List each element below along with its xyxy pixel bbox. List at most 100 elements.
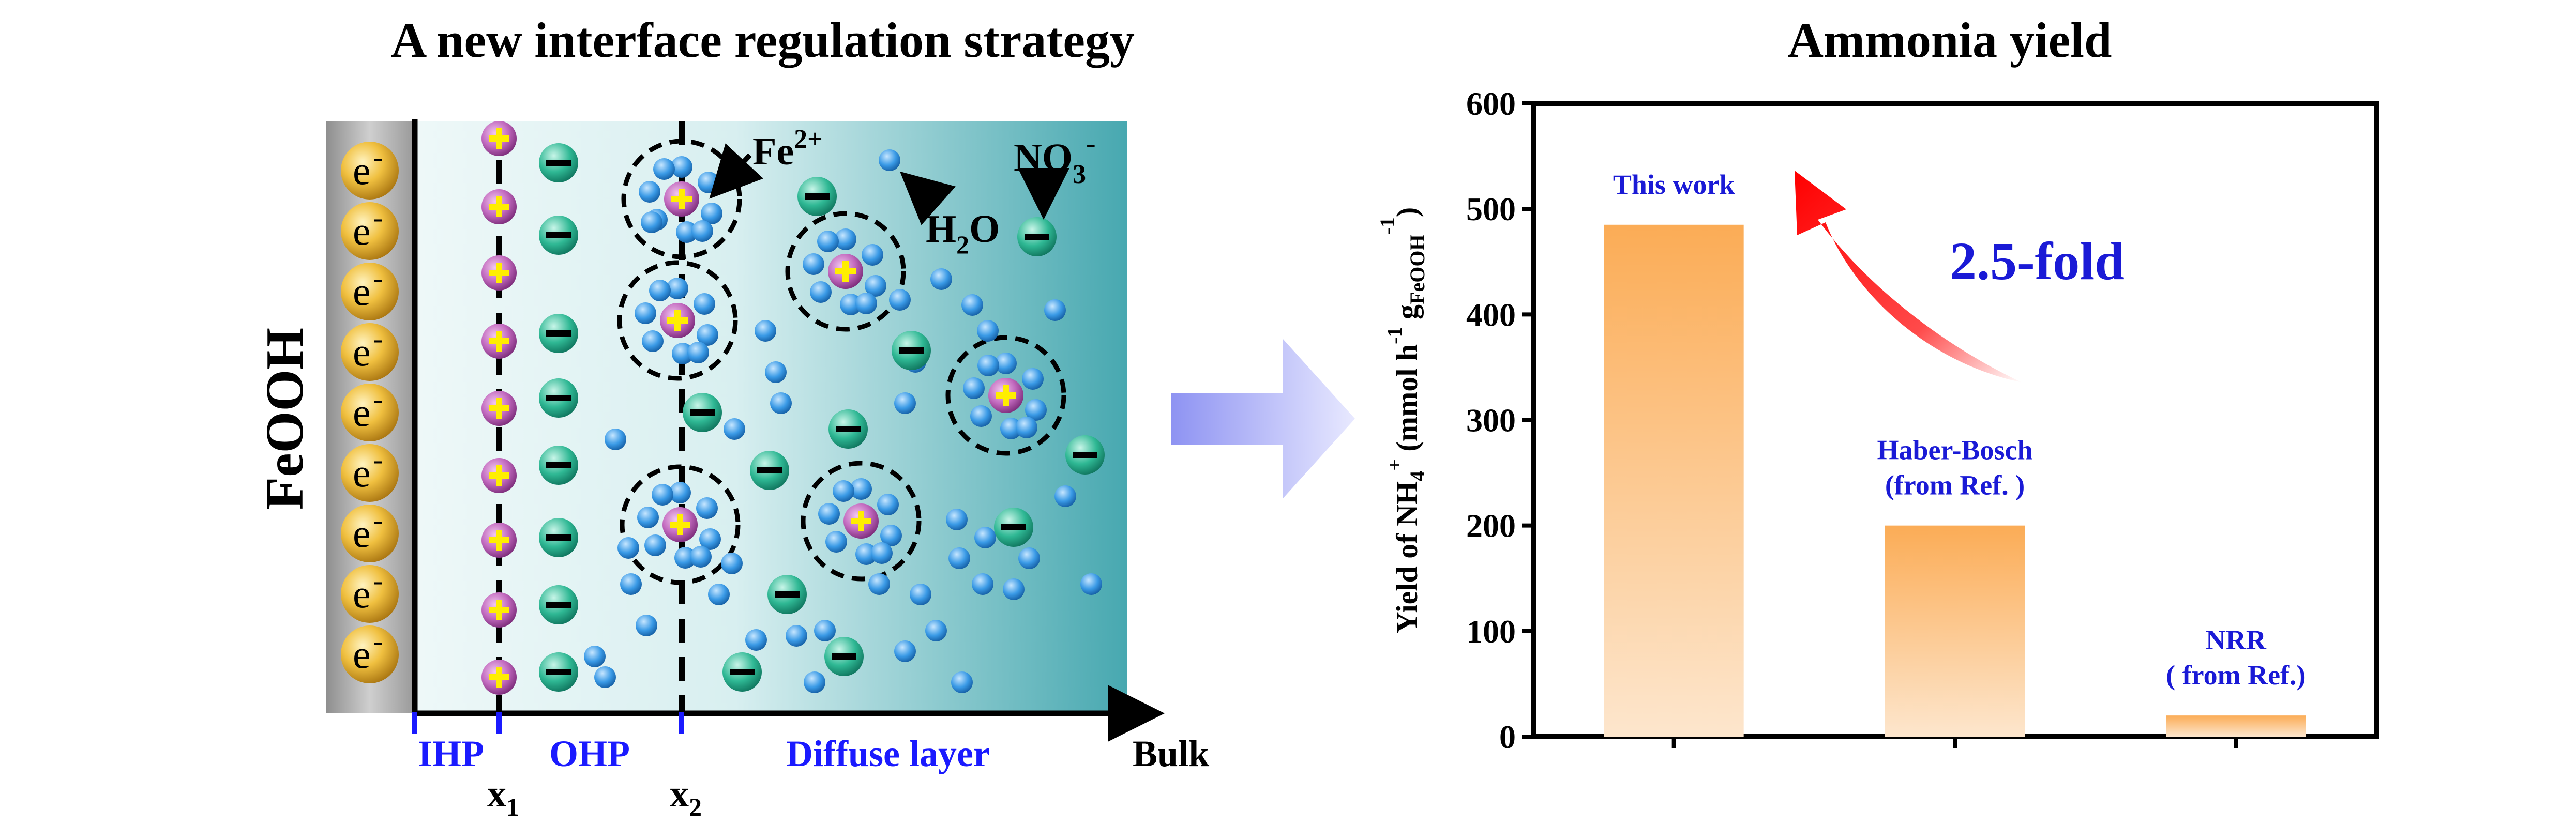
iron-cation <box>843 503 879 539</box>
y-tick-label: 600 <box>1466 85 1516 122</box>
nitrate-anion <box>767 575 807 614</box>
water-pointer <box>900 171 956 225</box>
y-tick-label: 200 <box>1466 508 1516 544</box>
minus-sign <box>775 591 800 598</box>
nitrate-anion <box>994 508 1033 547</box>
chart-title: Ammonia yield <box>1788 12 2112 68</box>
electron-symbol: e <box>353 571 371 616</box>
water-molecule <box>641 211 662 233</box>
water-molecule <box>865 275 886 297</box>
water-molecule <box>972 573 993 595</box>
bar-category-label: (from Ref. ) <box>1885 470 2025 501</box>
nitrate-anion <box>539 378 578 418</box>
iron-cation <box>481 255 517 291</box>
hydration-shell <box>620 464 741 585</box>
electron-charge: - <box>373 263 383 294</box>
electron: e- <box>341 625 399 683</box>
y-axis-label: Yield of NH4+ (mmol h-1 gFeOOH-1) <box>1376 207 1429 633</box>
water-molecule <box>930 268 952 290</box>
water-molecule <box>961 294 983 316</box>
water-molecule <box>1018 547 1040 569</box>
water-molecule <box>1003 578 1025 600</box>
bar-category-label: This work <box>1613 169 1735 200</box>
minus-sign <box>1001 524 1026 530</box>
nitrate-anions <box>539 143 1105 692</box>
hydration-shell <box>785 211 906 332</box>
nitrate-anion <box>539 585 578 624</box>
bar-category-label: ( from Ref.) <box>2166 660 2306 691</box>
electron-symbol: e <box>353 148 371 193</box>
water-molecule <box>765 361 787 383</box>
electron-charge: - <box>373 505 383 536</box>
water-molecule <box>652 484 673 506</box>
x1-label: x1 <box>487 773 519 821</box>
plus-v <box>496 196 502 217</box>
water-molecule <box>946 509 968 530</box>
electron-sphere <box>341 565 399 623</box>
water-molecule <box>649 280 671 301</box>
iron-cation <box>664 181 699 217</box>
water-molecule <box>977 320 999 342</box>
plus-v <box>496 530 502 551</box>
plus-v <box>496 398 502 419</box>
water-molecule <box>817 231 839 252</box>
minus-sign <box>546 602 571 608</box>
plus-v <box>496 331 502 352</box>
nitrate-anion <box>539 314 578 353</box>
water-molecule <box>877 494 899 515</box>
nitrate-anion <box>750 451 789 490</box>
minus-sign <box>546 669 571 675</box>
iron-cation <box>481 121 517 156</box>
nitrate-anion <box>539 518 578 557</box>
y-tick-label: 100 <box>1466 613 1516 650</box>
bar-labels: This work Haber-Bosch (from Ref. ) NRR ( fro… <box>1613 169 2306 691</box>
water-molecule <box>786 625 807 647</box>
water-molecule <box>835 228 856 250</box>
water-molecule <box>871 542 893 564</box>
hydration-shell <box>617 260 738 381</box>
plus-v <box>496 667 502 688</box>
solution-region <box>415 121 1127 713</box>
water-molecule <box>691 220 713 242</box>
electron: e- <box>341 505 399 562</box>
water-molecule <box>880 525 902 546</box>
water-molecule <box>584 646 606 667</box>
water-molecule <box>1022 368 1044 390</box>
water-molecule <box>699 528 721 550</box>
left-panel: A new interface regulation strategy FeOO… <box>255 12 1209 821</box>
iron-cation <box>481 458 517 493</box>
minus-sign <box>546 534 571 541</box>
plus-v <box>496 600 502 620</box>
electron-sphere <box>341 323 399 381</box>
water-molecule <box>635 302 656 324</box>
water-molecule <box>804 671 825 693</box>
electron: e- <box>341 142 399 200</box>
plus-v <box>496 263 502 283</box>
nitrate-anion <box>683 393 722 432</box>
y-axis-ticks: 0 100 200 300 400 500 600 <box>1466 85 1533 755</box>
electron-charge: - <box>373 202 383 233</box>
bar <box>2166 715 2306 737</box>
electron-sphere <box>341 142 399 200</box>
water-molecule <box>810 281 832 303</box>
minus-sign <box>730 669 755 675</box>
water-molecule <box>637 507 659 528</box>
iron-cation <box>481 592 517 628</box>
water-molecule <box>620 573 642 595</box>
minus-sign <box>546 330 571 337</box>
water-molecule <box>818 503 840 525</box>
minus-sign <box>836 426 861 432</box>
water-molecule <box>636 615 657 636</box>
water-molecule <box>671 156 692 178</box>
water-molecule <box>701 203 722 224</box>
minus-sign <box>546 160 571 166</box>
water-molecule <box>594 666 616 688</box>
ihp-label: IHP <box>418 733 484 774</box>
bar-category-label: NRR <box>2206 624 2267 655</box>
water-molecule <box>642 330 664 352</box>
water-molecule <box>855 543 877 565</box>
water-molecule <box>974 527 996 548</box>
y-tick-label: 0 <box>1499 719 1516 755</box>
electron-sphere <box>341 505 399 562</box>
